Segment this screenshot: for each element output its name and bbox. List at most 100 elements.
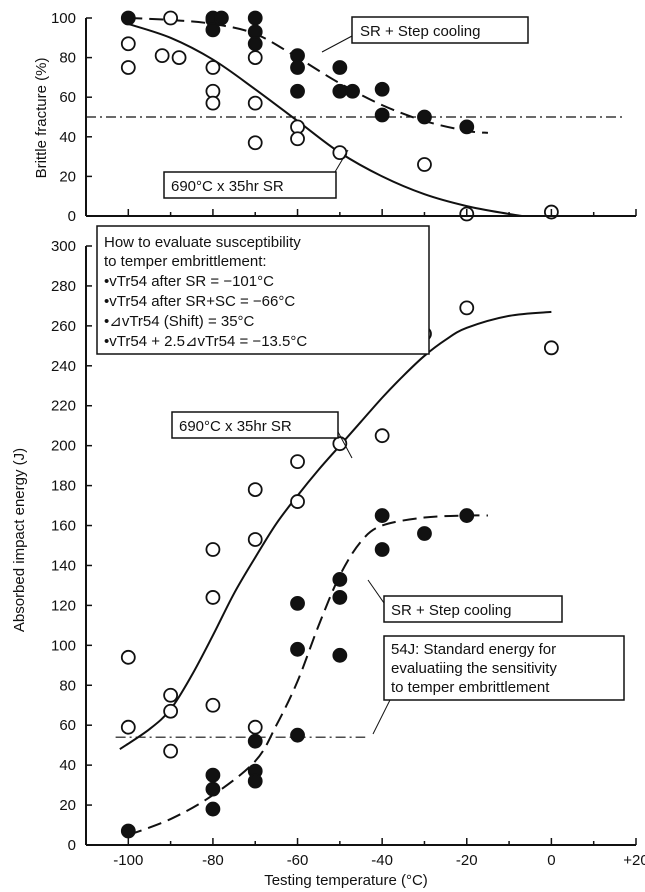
leader-top-sc <box>321 35 353 53</box>
bottom-sr-point-4 <box>163 743 179 759</box>
bottom-step-cooling-point-12 <box>332 647 348 663</box>
top-y-axis-title: Brittle fracture (%) <box>33 58 50 179</box>
leader-lines <box>321 35 391 735</box>
top-y-tick-label: 0 <box>68 208 76 225</box>
top-y-tick-label: 40 <box>59 129 76 146</box>
top-sr-point-10 <box>247 135 263 151</box>
x-tick-label: -100 <box>113 852 143 869</box>
leader-bottom-sc <box>367 579 385 604</box>
top-step-cooling-point-5 <box>247 10 263 26</box>
bottom-y-tick-label: 240 <box>51 358 76 375</box>
top-sr-point-3 <box>154 48 170 64</box>
top-sr-point-7 <box>205 95 221 111</box>
top-sr-point-0 <box>120 36 136 52</box>
x-tick-label: -60 <box>287 852 309 869</box>
bottom-y-tick-label: 280 <box>51 278 76 295</box>
top-sr-point-9 <box>247 95 263 111</box>
bottom-sr-point-12 <box>290 494 305 509</box>
bottom-step-cooling-point-8 <box>290 641 305 657</box>
top-curve-step-cooling <box>128 17 489 134</box>
top-y-tick-label: 80 <box>59 50 76 67</box>
top-step-cooling-point-13 <box>345 83 360 99</box>
top-sr-point-8 <box>247 50 263 65</box>
evaluation-box: How to evaluate susceptibility to temper… <box>96 225 430 355</box>
bottom-sr-point-6 <box>205 590 221 605</box>
bottom-step-cooling-point-4 <box>247 733 263 749</box>
bottom-step-cooling-point-1 <box>205 767 221 783</box>
label-top-sr: 690°C x 35hr SR <box>171 178 284 195</box>
evaluation-line-5: •⊿vTr54 (Shift) = 35°C <box>104 313 255 330</box>
x-axis-title: Testing temperature (°C) <box>264 872 428 889</box>
top-step-cooling-point-15 <box>374 107 390 123</box>
bottom-step-cooling-point-15 <box>417 526 432 541</box>
label-top-sc: SR + Step cooling <box>360 23 481 40</box>
bottom-y-tick-label: 180 <box>51 478 76 495</box>
top-step-cooling-point-3 <box>205 22 221 38</box>
standard-energy-line-1: 54J: Standard energy for <box>391 641 556 658</box>
top-step-cooling-point-0 <box>120 10 136 26</box>
bottom-curve-sr <box>119 310 552 750</box>
bottom-step-cooling-point-13 <box>374 508 390 523</box>
top-step-cooling-point-14 <box>374 81 390 97</box>
top-sr-point-13 <box>332 145 348 161</box>
bottom-y-tick-label: 80 <box>59 677 76 694</box>
top-sr-point-2 <box>163 10 179 26</box>
label-bottom-sc-box: SR + Step cooling <box>383 595 563 623</box>
bottom-step-cooling-point-2 <box>205 781 221 797</box>
label-bottom-sr: 690°C x 35hr SR <box>179 418 292 435</box>
top-y-tick-label: 60 <box>59 89 76 106</box>
bottom-y-tick-label: 100 <box>51 637 76 654</box>
top-step-cooling-point-10 <box>290 83 305 99</box>
top-step-cooling-point-17 <box>459 119 475 135</box>
bottom-sr-point-9 <box>247 532 263 547</box>
bottom-sr-point-16 <box>459 300 475 316</box>
top-y-tick-label: 20 <box>59 168 76 185</box>
bottom-y-tick-label: 60 <box>59 717 76 734</box>
bottom-step-cooling-point-9 <box>290 727 305 743</box>
bottom-sr-point-3 <box>163 703 179 719</box>
bottom-y-axis-title: Absorbed impact energy (J) <box>11 448 28 632</box>
bottom-y-tick-label: 20 <box>59 797 76 814</box>
standard-energy-line-2: evaluatiing the sensitivity <box>391 660 557 677</box>
bottom-y-tick-label: 220 <box>51 398 76 415</box>
x-tick-label: -40 <box>371 852 393 869</box>
bottom-sr-point-5 <box>205 542 221 557</box>
standard-energy-box: 54J: Standard energy for evaluatiing the… <box>383 635 625 701</box>
top-step-cooling-point-12 <box>332 83 348 99</box>
label-top-sr-box: 690°C x 35hr SR <box>163 171 337 199</box>
reference-lines <box>86 116 622 738</box>
evaluation-line-4: •vTr54 after SR+SC = −66°C <box>104 293 295 310</box>
bottom-step-cooling-point-11 <box>332 590 348 605</box>
bottom-step-cooling-point-6 <box>247 773 263 789</box>
bottom-sr-point-2 <box>163 687 179 703</box>
data-points <box>120 10 559 839</box>
bottom-step-cooling-point-3 <box>205 801 221 817</box>
evaluation-line-3: •vTr54 after SR = −101°C <box>104 273 274 290</box>
x-tick-label: 0 <box>547 852 555 869</box>
leader-top-sr <box>334 149 349 173</box>
top-y-tick-label: 100 <box>51 10 76 27</box>
bottom-sr-point-11 <box>290 454 305 470</box>
top-sr-point-12 <box>290 131 305 147</box>
bottom-sr-point-0 <box>120 649 136 665</box>
evaluation-line-2: to temper embrittlement: <box>104 253 267 270</box>
leader-standard-energy <box>372 699 391 735</box>
top-step-cooling-point-4 <box>213 10 229 26</box>
top-sr-point-1 <box>120 60 136 75</box>
top-step-cooling-point-9 <box>290 60 305 75</box>
standard-energy-line-3: to temper embrittlement <box>391 679 550 696</box>
label-bottom-sc: SR + Step cooling <box>391 602 512 619</box>
top-sr-point-4 <box>171 50 187 65</box>
bottom-step-cooling-point-16 <box>459 508 475 523</box>
bottom-sr-point-7 <box>205 697 221 713</box>
label-top-sc-box: SR + Step cooling <box>351 16 529 44</box>
bottom-step-cooling-point-10 <box>332 572 348 587</box>
bottom-y-tick-label: 300 <box>51 238 76 255</box>
x-tick-label: -20 <box>456 852 478 869</box>
bottom-y-tick-label: 160 <box>51 518 76 535</box>
bottom-sr-point-1 <box>120 719 136 735</box>
bottom-y-tick-label: 140 <box>51 557 76 574</box>
bottom-y-tick-label: 120 <box>51 597 76 614</box>
bottom-y-tick-label: 260 <box>51 318 76 335</box>
evaluation-line-6: •vTr54 + 2.5⊿vTr54 = −13.5°C <box>104 333 307 350</box>
